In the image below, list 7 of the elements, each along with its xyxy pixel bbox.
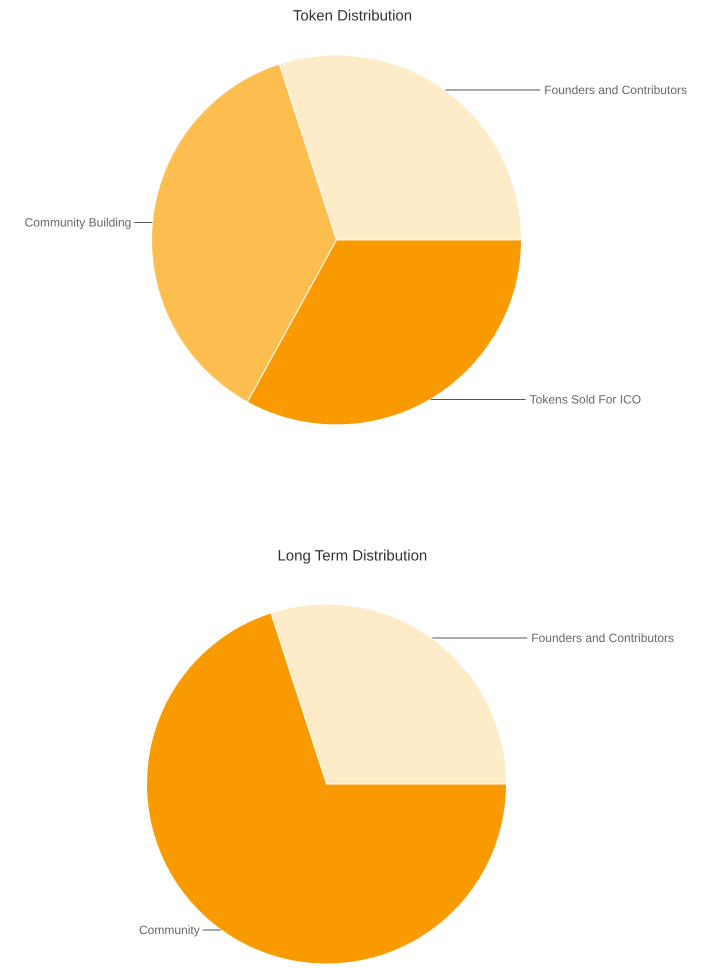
slice-label: Founders and Contributors	[531, 631, 674, 646]
slice-label: Tokens Sold For ICO	[530, 392, 642, 406]
slice-label: Community	[139, 923, 200, 938]
slice-label: Founders and Contributors	[544, 82, 687, 97]
chart-title: Token Distribution	[292, 8, 412, 24]
chart-title: Long Term Distribution	[277, 548, 428, 564]
slice-label: Community Building	[24, 215, 132, 230]
